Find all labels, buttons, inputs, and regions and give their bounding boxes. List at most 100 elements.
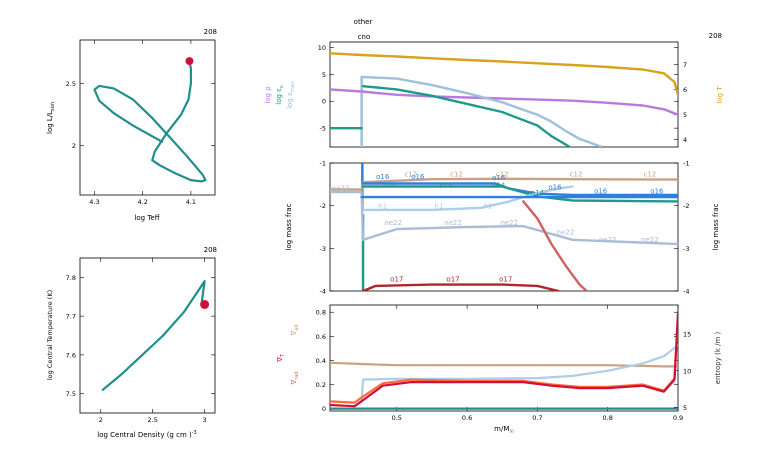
pm-label-o16: o16 (548, 183, 562, 191)
profile-bottom-ylabel-T: ∇T (276, 353, 286, 363)
profile-middle-ylabel-left: log mass frac (285, 203, 293, 250)
profile-top-ylabel-max-sub: max (290, 81, 296, 92)
pb-line-nabla_ad (330, 361, 678, 368)
pm-label-n14: n14 (383, 182, 397, 190)
hr-panel: 208 4.3 4.2 4.1 2.5 2 log Teff log L/Lsun (46, 28, 217, 222)
pt-ytick-label: 0 (322, 98, 326, 106)
pb-ytick-right-label: 10 (683, 367, 691, 375)
pb-xtick-label: 0.9 (673, 414, 683, 422)
pm-label-ne22: ne22 (444, 219, 462, 227)
pt-ytick-right-label: 7 (683, 61, 687, 69)
profile-bottom-ylabel-entropy: entropy (k /m ) (714, 332, 722, 385)
center-xlabel-text: log Central Density (g cm ) (97, 431, 192, 439)
profile-bottom-ylabel-T-text: ∇ (276, 357, 284, 363)
pb-xtick-label: 0.5 (392, 414, 402, 422)
profile-bottom-ylabel-ad-text: ∇ (290, 330, 298, 336)
pm-label-ne22: ne22 (557, 229, 575, 237)
hr-xlabel: log Teff (134, 214, 159, 222)
pm-line-h1 (361, 185, 574, 212)
pt-series-line (360, 75, 602, 147)
center-frame (79, 257, 216, 414)
center-xtick-label: 3 (203, 416, 207, 424)
pb-ytick-label: 0.8 (316, 309, 326, 317)
pb-ytick-right-label: 5 (683, 404, 687, 412)
profile-middle-frame (329, 162, 679, 292)
pb-ytick-label: 0.6 (316, 333, 326, 341)
pb-xtick-label: 0.6 (462, 414, 472, 422)
pt-ytick-label: 10 (318, 44, 326, 52)
profile-bottom-ylabel-rad-text: ∇ (290, 379, 298, 385)
pb-xtick-label: 0.8 (603, 414, 613, 422)
hr-track-line (93, 59, 207, 183)
pb-ytick-label: 0 (322, 405, 326, 413)
pm-ytick-right-label: -1 (683, 160, 689, 168)
hr-ytick-label: 2 (72, 142, 76, 150)
profile-bottom-ylabel-ad-sub: ad (294, 325, 300, 331)
profile-bottom-panel: 0.5 0.6 0.7 0.8 0.9 0.8 0.6 0.4 0.2 0 15 10 5 m/M☉ ∇… (276, 304, 722, 435)
pm-ytick-label: -4 (320, 288, 326, 296)
pm-ytick-right-label: -4 (683, 288, 689, 296)
center-ytick-label: 7.5 (66, 390, 76, 398)
pt-ytick-right-label: 6 (683, 86, 687, 94)
pm-extra-line (522, 200, 588, 291)
profile-top-ylabel-nu-sub: ν (279, 85, 285, 88)
pm-series-group (330, 163, 678, 291)
center-xtick-label: 2 (99, 416, 103, 424)
pb-xtick-label: 0.7 (532, 414, 542, 422)
pm-label-h1: h1 (484, 203, 493, 211)
profile-middle-ylabel-right: log mass frac (712, 203, 720, 250)
center-current-marker (200, 300, 210, 309)
profile-top-label-other: other (354, 18, 373, 26)
pm-label-c12: c12 (643, 171, 656, 179)
pm-label-ne22: ne22 (641, 236, 659, 244)
pt-ytick-label: 5 (322, 71, 326, 79)
pt-ytick-right-label: 4 (683, 136, 687, 144)
pb-ytick-right-label: 15 (683, 331, 691, 339)
pm-label-o16: o16 (594, 188, 608, 196)
hr-ytick-label: 2.5 (66, 80, 76, 88)
profile-top-ylabel-max: log εmax (286, 81, 296, 109)
center-xlabel: log Central Density (g cm )-3 (97, 430, 196, 439)
pt-series-line (330, 52, 678, 96)
center-ytick-label: 7.8 (66, 274, 76, 282)
pt-ytick-right-label: 5 (683, 111, 687, 119)
profile-bottom-xlabel-text: m/M (494, 425, 509, 433)
pt-series-line (361, 84, 571, 147)
pm-label-h1: h1 (435, 203, 444, 211)
profile-top-ylabel-max-text: log ε (286, 92, 294, 109)
hr-ylabel-sub: sun (50, 102, 56, 111)
pb-line-entropy (360, 344, 678, 403)
pm-label-o16: o16 (650, 188, 664, 196)
profile-top-ylabel-T: log T (716, 86, 724, 104)
pm-line-n14 (361, 185, 678, 203)
pm-label-ne22: ne22 (500, 219, 518, 227)
pb-series-group (330, 311, 678, 410)
pm-label-o17: o17 (390, 276, 403, 284)
hr-xtick-label: 4.2 (138, 198, 148, 206)
pm-ytick-label: -1 (320, 160, 326, 168)
pm-label-c12: c12 (496, 171, 509, 179)
pb-line-nabla_rad (330, 317, 678, 404)
pm-label-n14: n14 (492, 182, 506, 190)
hr-frame (79, 39, 216, 196)
pm-ytick-label: -3 (320, 245, 326, 253)
hr-ylabel-text: log L/L (46, 111, 54, 134)
profile-bottom-frame (329, 304, 679, 412)
pm-label-ne22: ne22 (599, 236, 617, 244)
pt-series-line (330, 88, 678, 116)
profile-top-label-cno: cno (358, 33, 371, 41)
pb-ytick-label: 0.4 (316, 357, 326, 365)
profile-bottom-ylabel-rad: ∇rad (290, 372, 300, 386)
hr-xtick-label: 4.3 (89, 198, 99, 206)
pm-label-o16: o16 (411, 173, 425, 181)
profile-top-ylabel-nu: log εν (275, 85, 285, 105)
pm-label-n14: n14 (531, 189, 545, 197)
center-ylabel: log Central Temperature (K) (46, 290, 54, 380)
center-track-line (101, 280, 206, 391)
pm-label-c12: c12 (450, 171, 463, 179)
profile-top-corner-label: 208 (709, 32, 722, 40)
pm-label-ne22: ne22 (332, 184, 350, 192)
pm-label-ne22: ne22 (384, 219, 402, 227)
